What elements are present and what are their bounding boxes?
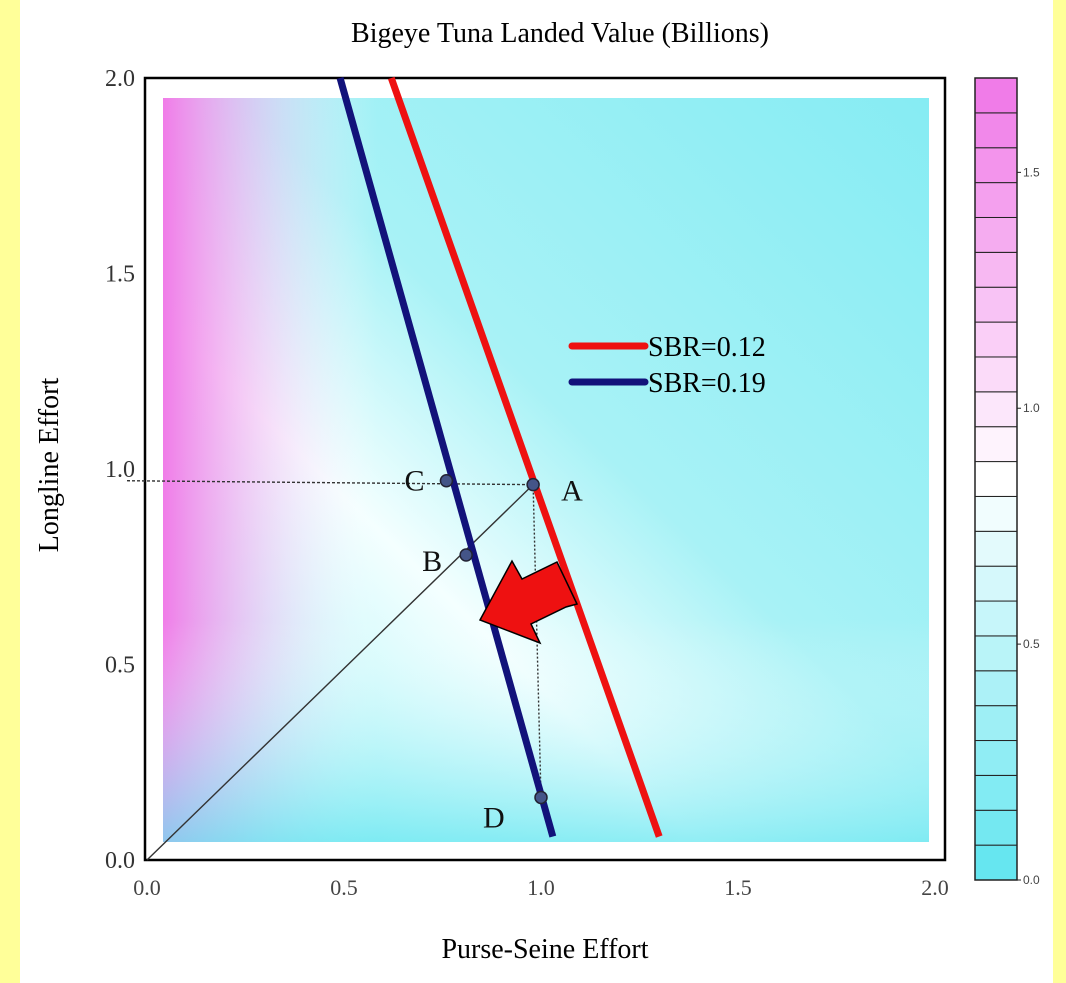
- x-tick-label: 1.5: [724, 875, 752, 900]
- colorbar-tick-label: 0.5: [1023, 637, 1040, 651]
- point-marker-c: [439, 473, 454, 488]
- guide-c-to-a: [126, 480, 534, 486]
- colorbar: 0.0 0.5 1.0 1.5: [974, 77, 1040, 887]
- series-line-sbr-012: [387, 76, 663, 838]
- colorbar-segment: [974, 426, 1018, 463]
- heatmap-low-region: [163, 98, 929, 842]
- colorbar-segment: [974, 844, 1018, 881]
- y-tick-label: 1.5: [105, 262, 135, 288]
- colorbar-segment: [974, 600, 1018, 637]
- colorbar-segment: [974, 321, 1018, 358]
- colorbar-segment: [974, 530, 1018, 567]
- y-tick-label: 0.0: [105, 848, 135, 874]
- x-tick-labels: 0.0 0.5 1.0 1.5 2.0: [133, 875, 949, 900]
- colorbar-segment: [974, 182, 1018, 218]
- point-label-a: A: [561, 475, 583, 508]
- colorbar-segment: [974, 147, 1018, 184]
- colorbar-segment: [974, 216, 1018, 253]
- colorbar-segment: [974, 565, 1018, 602]
- x-axis-label: Purse-Seine Effort: [441, 934, 648, 965]
- colorbar-segment: [974, 705, 1018, 742]
- y-axis-label: Longline Effort: [34, 378, 65, 553]
- colorbar-segment: [974, 809, 1018, 846]
- legend-label-sbr-019: SBR=0.19: [648, 368, 766, 399]
- right-margin-bar: [1053, 0, 1066, 983]
- colorbar-tick-label: 1.5: [1023, 165, 1040, 179]
- point-marker-b: [459, 548, 473, 562]
- y-tick-label: 1.0: [105, 457, 135, 483]
- x-tick-label: 2.0: [921, 875, 949, 900]
- point-marker-a: [526, 477, 540, 492]
- colorbar-frame: [974, 77, 1018, 881]
- legend-label-sbr-012: SBR=0.12: [648, 332, 766, 363]
- point-marker-d: [534, 790, 548, 805]
- colorbar-segment: [974, 286, 1018, 323]
- point-label-b: B: [422, 545, 442, 578]
- y-tick-label: 2.0: [105, 66, 135, 92]
- x-tick-label: 0.5: [330, 875, 358, 900]
- colorbar-segment: [974, 495, 1018, 532]
- colorbar-segment: [974, 391, 1018, 428]
- colorbar-segment: [974, 356, 1018, 393]
- legend: SBR=0.12 SBR=0.19: [568, 332, 766, 399]
- colorbar-segment: [974, 77, 1018, 114]
- colorbar-segment: [974, 112, 1018, 149]
- colorbar-segment: [974, 461, 1018, 497]
- colorbar-segment: [974, 670, 1018, 707]
- colorbar-segment: [974, 635, 1018, 672]
- colorbar-segment: [974, 251, 1018, 288]
- colorbar-tick-label: 0.0: [1023, 873, 1040, 887]
- colorbar-tick-label: 1.0: [1023, 401, 1040, 415]
- colorbar-segment: [974, 774, 1018, 811]
- x-tick-label: 0.0: [133, 875, 161, 900]
- x-tick-label: 1.0: [527, 875, 555, 900]
- series-lines: [336, 76, 663, 838]
- left-margin-bar: [0, 0, 20, 983]
- chart-title: Bigeye Tuna Landed Value (Billions): [351, 18, 769, 49]
- point-label-c: C: [404, 465, 424, 498]
- y-tick-label: 0.5: [105, 653, 135, 679]
- series-line-sbr-019: [336, 77, 557, 838]
- direction-arrow: [478, 559, 579, 645]
- y-tick-labels: 0.0 0.5 1.0 1.5 2.0: [105, 66, 135, 874]
- point-label-d: D: [483, 801, 505, 834]
- point-markers: A B C D: [404, 465, 583, 835]
- colorbar-segment: [974, 740, 1018, 776]
